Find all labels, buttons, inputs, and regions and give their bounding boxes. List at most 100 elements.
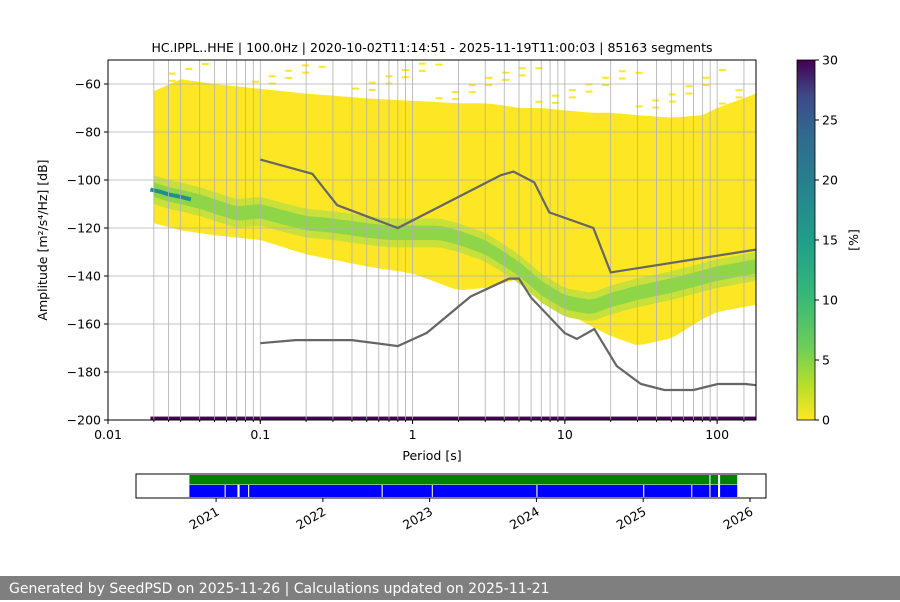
psd-density-heatmap [149, 62, 756, 420]
psd-outlier [201, 63, 209, 65]
psd-outlier [318, 65, 326, 68]
psd-outlier [185, 67, 193, 70]
psd-outlier [435, 97, 443, 100]
colorbar-label: [%] [846, 229, 861, 251]
y-tick-label: −60 [75, 77, 101, 92]
psd-segment [710, 485, 718, 497]
psd-segment [189, 485, 225, 497]
psd-segment [225, 485, 238, 497]
psd-outlier [552, 101, 560, 104]
colorbar [796, 59, 816, 421]
psd-outlier [435, 63, 443, 66]
y-tick-label: −120 [67, 221, 101, 236]
psd-outlier [668, 100, 676, 103]
psd-outlier [268, 75, 276, 78]
x-tick-label: 1 [409, 427, 417, 442]
year-tick-label: 2021 [187, 504, 222, 533]
psd-outlier [652, 106, 660, 109]
y-tick-label: −140 [67, 269, 101, 284]
psd-outlier [568, 89, 576, 92]
psd-outlier [602, 84, 610, 86]
psd-outlier [285, 69, 293, 72]
y-tick-label: −200 [67, 413, 101, 428]
availability-bars [189, 475, 738, 497]
colorbar-tick-label: 15 [822, 233, 838, 248]
availability-segment [710, 475, 718, 485]
year-tick-label: 2023 [400, 504, 435, 533]
psd-segment [249, 485, 382, 497]
psd-figure: HC.IPPL..HHE | 100.0Hz | 2020-10-02T11:1… [35, 40, 861, 533]
noise-model-lines [260, 158, 756, 392]
psd-outlier [285, 77, 293, 79]
psd-outlier [252, 80, 259, 83]
psd-segment [720, 485, 738, 497]
y-tick-label: −80 [75, 125, 101, 140]
x-tick-label: 100 [705, 427, 729, 442]
footer-generated-by: Generated by SeedPSD on 2025-11-26 | Cal… [0, 576, 900, 600]
psd-outlier [635, 71, 643, 74]
y-axis-label: Amplitude [m²/s⁴/Hz] [dB] [35, 159, 50, 320]
colorbar-ticks: 0 5 10 15 20 25 30 [815, 53, 838, 428]
psd-outlier [368, 81, 376, 84]
colorbar-tick-label: 20 [822, 173, 838, 188]
psd-mode-band-outer [153, 175, 756, 322]
psd-outlier [502, 78, 510, 81]
y-tick-label: −180 [67, 365, 101, 380]
psd-outlier [518, 67, 526, 70]
psd-outlier [702, 84, 710, 86]
colorbar-tick-label: 0 [822, 413, 830, 428]
psd-outlier [368, 88, 376, 91]
psd-outlier [618, 70, 626, 73]
psd-outlier [168, 72, 176, 75]
psd-segment [239, 485, 249, 497]
psd-outlier [468, 84, 476, 86]
x-tick-label: 0.1 [250, 427, 270, 442]
y-tick-label: −100 [67, 173, 101, 188]
psd-outlier [302, 64, 309, 67]
psd-outlier [502, 71, 510, 74]
psd-outlier [518, 74, 526, 77]
psd-segment [432, 485, 537, 497]
psd-segment [382, 485, 432, 497]
colorbar-tick-label: 25 [822, 113, 838, 128]
psd-outlier [535, 100, 543, 103]
x-tick-label: 0.01 [94, 427, 122, 442]
y-axis-ticks: −200 −180 −160 −140 −120 −100 −80 −60 [67, 77, 108, 428]
psd-outlier [485, 76, 493, 79]
psd-outlier [552, 94, 560, 97]
psd-outlier [568, 96, 576, 99]
colorbar-tick-label: 30 [822, 53, 838, 68]
x-tick-label: 10 [557, 427, 573, 442]
colorbar-tick-label: 5 [822, 353, 830, 368]
year-tick-label: 2025 [614, 504, 649, 533]
psd-outlier [468, 91, 476, 94]
psd-outlier [652, 99, 660, 102]
year-tick-label: 2026 [720, 504, 755, 533]
psd-outlier [268, 82, 276, 85]
psd-outlier [585, 90, 593, 93]
availability-segment [720, 475, 738, 485]
psd-segment [692, 485, 710, 497]
psd-outlier [735, 96, 743, 99]
psd-outlier [718, 102, 726, 105]
psd-segment [644, 485, 692, 497]
psd-outlier [685, 85, 693, 88]
psd-outlier [602, 76, 610, 79]
nhnm-line [260, 158, 756, 274]
psd-outlier [618, 77, 626, 80]
plot-frame [107, 59, 757, 421]
psd-outlier [718, 69, 726, 71]
psd-outlier [685, 92, 693, 95]
psd-outlier [485, 84, 493, 86]
chart-title: HC.IPPL..HHE | 100.0Hz | 2020-10-02T11:1… [151, 40, 712, 55]
colorbar-tick-label: 10 [822, 293, 838, 308]
plot-grid [108, 60, 756, 420]
psd-outlier [452, 90, 460, 93]
x-axis-label: Period [s] [402, 448, 461, 463]
psd-body [153, 79, 756, 345]
year-tick-label: 2024 [507, 504, 542, 533]
x-axis-ticks: 0.01 0.1 1 10 100 [94, 420, 745, 442]
psd-outlier [635, 105, 643, 108]
psd-outlier [302, 71, 309, 74]
year-tick-label: 2022 [293, 504, 328, 533]
